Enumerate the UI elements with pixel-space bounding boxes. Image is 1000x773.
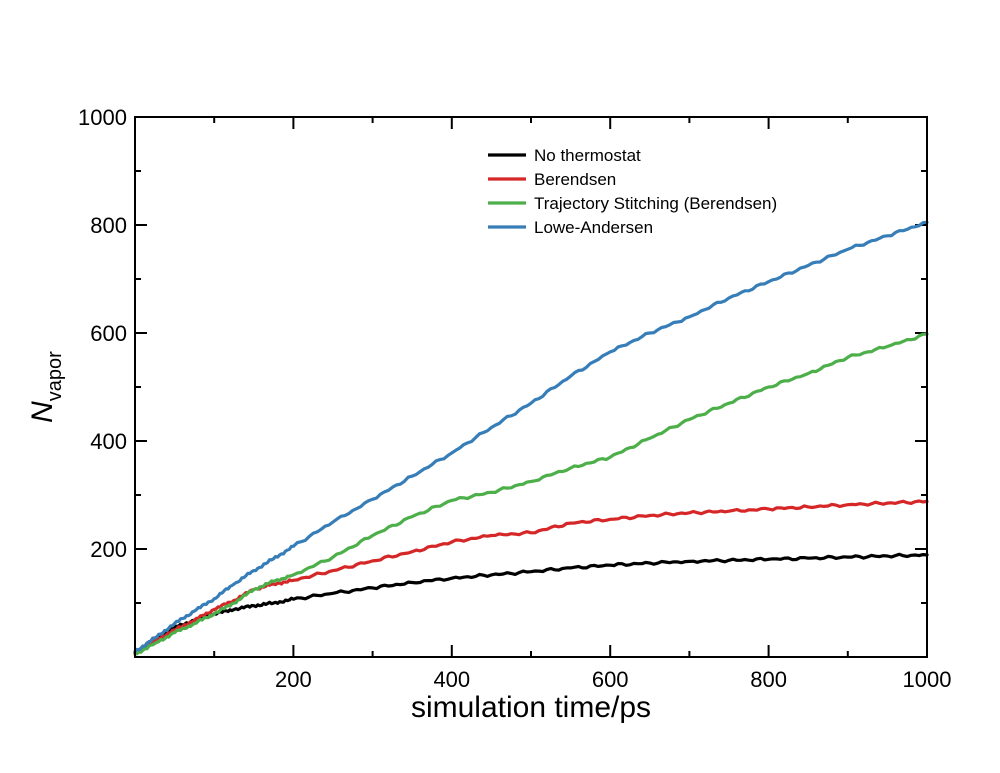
- plot-frame: [134, 116, 928, 658]
- y-tick-label: 600: [90, 321, 127, 346]
- y-tick-label: 1000: [78, 105, 127, 130]
- tick-labels: 200 400 600 800 1000 200 400 600 800 1000: [78, 105, 951, 692]
- y-axis-title: Nvapor: [26, 351, 66, 423]
- legend-label: Lowe-Andersen: [534, 218, 653, 237]
- legend-label: No thermostat: [534, 146, 641, 165]
- y-tick-label: 400: [90, 429, 127, 454]
- x-tick-label: 1000: [903, 667, 952, 692]
- x-tick-label: 400: [433, 667, 470, 692]
- y-tick-label: 800: [90, 213, 127, 238]
- series-layer: [133, 220, 929, 656]
- y-tick-label: 200: [90, 537, 127, 562]
- x-tick-label: 200: [275, 667, 312, 692]
- legend: No thermostat Berendsen Trajectory Stitchi…: [488, 146, 777, 237]
- x-tick-label: 800: [750, 667, 787, 692]
- x-axis-title: simulation time/ps: [411, 691, 651, 724]
- series-line-berendsen: [133, 499, 929, 655]
- legend-label: Berendsen: [534, 170, 616, 189]
- y-axis-title-main: N: [26, 401, 59, 423]
- axis-ticks: [135, 117, 927, 657]
- y-axis-title-subscript: vapor: [44, 351, 66, 401]
- x-tick-label: 600: [592, 667, 629, 692]
- series-line-trajectory-stitching-berendsen: [133, 332, 929, 656]
- legend-label: Trajectory Stitching (Berendsen): [534, 194, 777, 213]
- series-line-lowe-andersen: [133, 220, 929, 654]
